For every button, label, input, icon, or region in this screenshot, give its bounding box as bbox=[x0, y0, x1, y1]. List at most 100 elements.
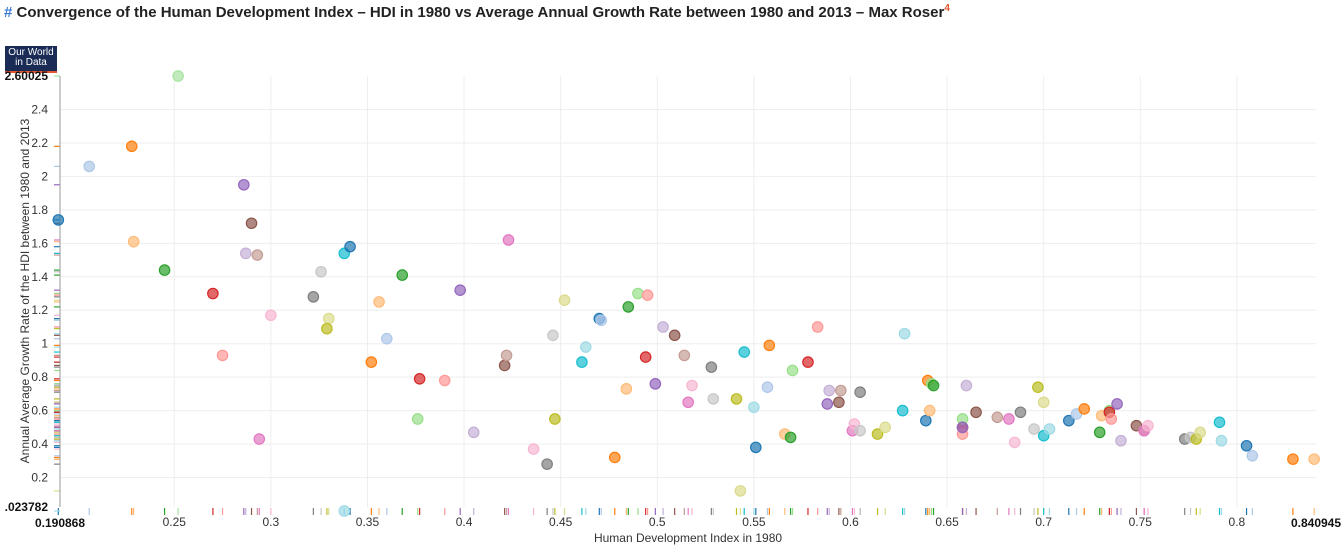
data-point bbox=[657, 321, 669, 333]
data-point bbox=[1213, 416, 1226, 429]
y-tick-label: 0.2 bbox=[31, 471, 48, 485]
data-point bbox=[239, 247, 252, 260]
x-tick-label: 0.25 bbox=[163, 515, 187, 529]
x-tick-label: 0.5 bbox=[649, 515, 666, 529]
data-point bbox=[411, 413, 424, 425]
data-point bbox=[668, 329, 681, 342]
data-point bbox=[649, 378, 662, 390]
data-point bbox=[83, 160, 96, 173]
data-point bbox=[245, 217, 258, 230]
chart-title-text: Convergence of the Human Development Ind… bbox=[16, 4, 945, 21]
data-point bbox=[172, 70, 184, 82]
data-point bbox=[686, 379, 698, 392]
data-point bbox=[500, 349, 513, 362]
data-point bbox=[632, 287, 644, 300]
data-point bbox=[373, 296, 385, 308]
data-point bbox=[238, 178, 250, 191]
data-point bbox=[125, 140, 138, 153]
y-tick-label: 2 bbox=[41, 169, 48, 183]
data-point bbox=[970, 406, 982, 419]
data-points bbox=[52, 70, 1320, 517]
x-tick-label: 0.8 bbox=[1229, 515, 1246, 529]
data-point bbox=[956, 421, 969, 434]
x-tick-label: 0.55 bbox=[742, 515, 766, 529]
data-point bbox=[265, 309, 277, 322]
data-point bbox=[641, 289, 654, 301]
data-point bbox=[438, 374, 451, 387]
data-point bbox=[920, 414, 932, 427]
data-point bbox=[502, 234, 515, 246]
data-point bbox=[821, 398, 834, 410]
data-point bbox=[927, 379, 940, 392]
x-axis-ticks: 0.25 0.3 0.35 0.4 0.45 0.5 0.55 0.6 0.65 0.7 0.75 0… bbox=[163, 515, 1246, 529]
y-range-min-label: .023782 bbox=[5, 500, 49, 514]
data-point bbox=[784, 431, 797, 444]
data-point bbox=[396, 269, 409, 281]
data-point bbox=[579, 341, 592, 353]
data-point bbox=[1063, 414, 1075, 427]
data-point bbox=[467, 426, 480, 439]
data-point bbox=[558, 294, 571, 307]
x-tick-label: 0.35 bbox=[356, 515, 380, 529]
data-point bbox=[1194, 426, 1206, 439]
chart-title: # Convergence of the Human Development I… bbox=[4, 3, 950, 21]
data-point bbox=[678, 349, 691, 362]
data-point bbox=[1215, 434, 1228, 447]
y-axis-ticks: 0.2 0.4 0.6 0.8 1 1.2 1.4 1.6 1.8 2 2.2 2.4 bbox=[31, 102, 48, 484]
footnote-ref[interactable]: 4 bbox=[944, 3, 950, 14]
our-world-in-data-logo[interactable]: Our World in Data bbox=[5, 46, 57, 73]
y-tick-label: 1.2 bbox=[31, 303, 48, 317]
data-point bbox=[608, 451, 621, 464]
data-point bbox=[207, 287, 219, 300]
data-point bbox=[823, 384, 836, 397]
data-point bbox=[879, 421, 892, 434]
data-point bbox=[1093, 426, 1106, 439]
anchor-link[interactable]: # bbox=[4, 4, 13, 21]
data-point bbox=[158, 264, 171, 276]
data-point bbox=[639, 351, 652, 363]
data-point bbox=[454, 284, 466, 296]
data-point bbox=[1115, 434, 1127, 447]
data-point bbox=[1014, 406, 1027, 419]
data-point bbox=[251, 249, 264, 261]
data-point bbox=[307, 291, 320, 303]
data-point bbox=[127, 235, 140, 248]
axis-rug bbox=[54, 75, 1315, 515]
data-point bbox=[833, 396, 845, 409]
data-point bbox=[365, 356, 378, 368]
data-point bbox=[1308, 453, 1320, 465]
data-point bbox=[1037, 396, 1050, 409]
data-point bbox=[871, 428, 884, 440]
y-tick-label: 1 bbox=[41, 337, 48, 351]
data-point bbox=[549, 413, 561, 425]
data-point bbox=[344, 240, 356, 253]
data-point bbox=[854, 386, 866, 399]
data-point bbox=[595, 314, 608, 327]
grid bbox=[60, 76, 1316, 507]
data-point bbox=[960, 379, 973, 392]
data-point bbox=[315, 265, 327, 278]
data-point bbox=[576, 356, 588, 368]
data-point bbox=[413, 373, 426, 385]
data-point bbox=[1105, 413, 1118, 425]
data-point bbox=[321, 322, 333, 335]
x-axis-label: Human Development Index in 1980 bbox=[594, 531, 782, 545]
x-range-max-label: 0.840945 bbox=[1291, 516, 1341, 530]
data-point bbox=[1043, 423, 1056, 435]
data-point bbox=[750, 441, 762, 454]
x-range-min-label: 0.190868 bbox=[35, 516, 85, 530]
data-point bbox=[620, 383, 633, 395]
data-point bbox=[923, 404, 936, 417]
x-tick-label: 0.75 bbox=[1129, 515, 1153, 529]
data-point bbox=[253, 433, 266, 445]
x-tick-label: 0.6 bbox=[842, 515, 859, 529]
y-tick-label: 2.2 bbox=[31, 136, 48, 150]
data-point bbox=[527, 443, 540, 455]
data-point bbox=[707, 393, 720, 405]
data-point bbox=[991, 411, 1004, 424]
y-tick-label: 0.4 bbox=[31, 437, 48, 451]
y-tick-label: 1.6 bbox=[31, 236, 48, 250]
y-tick-label: 0.8 bbox=[31, 370, 48, 384]
x-tick-label: 0.65 bbox=[935, 515, 959, 529]
data-point bbox=[216, 349, 229, 362]
